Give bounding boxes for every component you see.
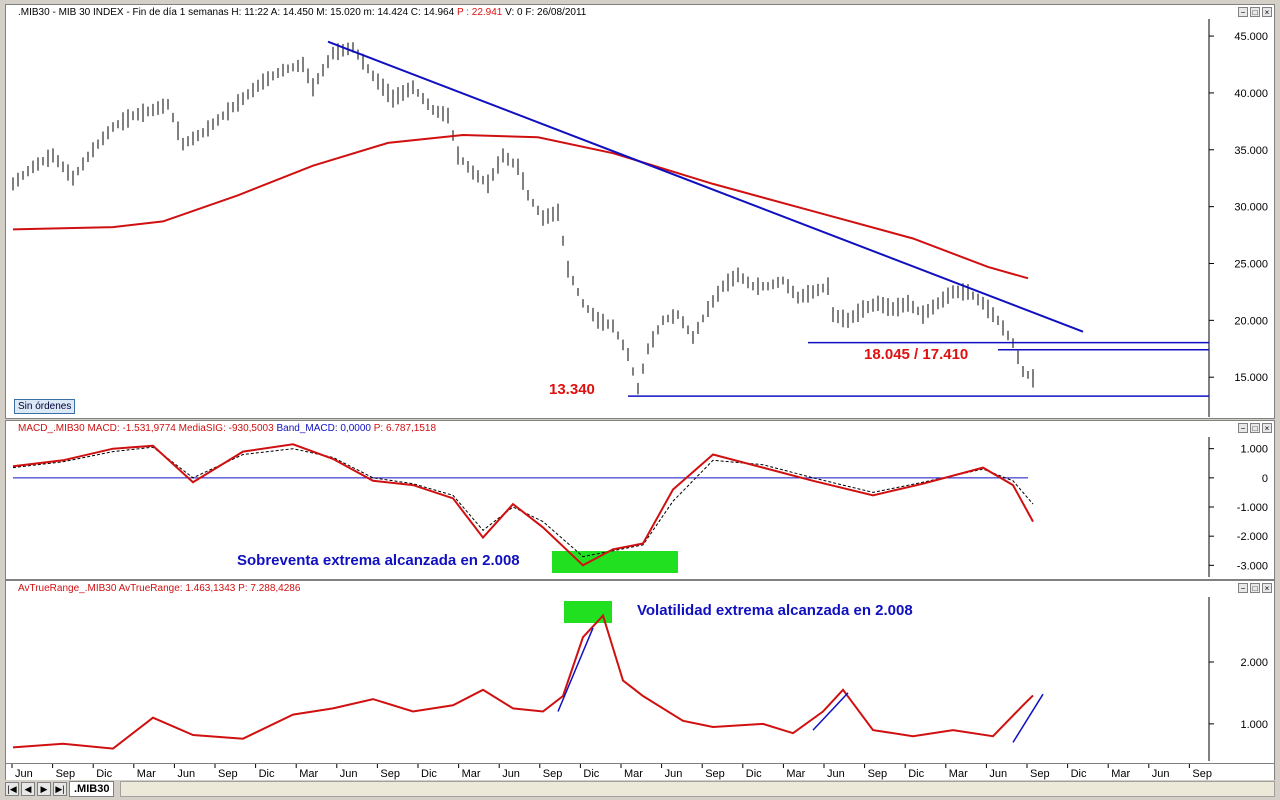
- x-tick-label: Jun: [1152, 768, 1170, 780]
- symbol-tab[interactable]: .MIB30: [69, 781, 115, 797]
- macd-chart: 1.000 0 -1.000 -2.000 -3.000 Sobreventa extre…: [12, 437, 1268, 577]
- y-tick-label: 35.000: [1234, 145, 1268, 157]
- next-page-icon[interactable]: ▶: [37, 782, 51, 796]
- y-tick-label: 25.000: [1234, 258, 1268, 270]
- x-tick-label: Sep: [1030, 768, 1050, 780]
- atr-chart: 2.000 1.000 Volatilidad extrema alcanzada …: [12, 597, 1268, 761]
- first-page-icon[interactable]: |◀: [5, 782, 19, 796]
- rising-trend-marker: [812, 692, 849, 731]
- moving-average-line: [12, 133, 1029, 280]
- x-tick-label: Dic: [1071, 768, 1087, 780]
- x-tick-label: Dic: [421, 768, 437, 780]
- x-tick-label: Mar: [299, 768, 318, 780]
- y-tick-label: 1.000: [1240, 719, 1268, 731]
- macd-title-text: MACD_.MIB30 MACD: -1.531,9774 MediaSIG: …: [18, 423, 274, 434]
- bottom-bar: |◀ ◀ ▶ ▶| .MIB30: [5, 780, 1275, 798]
- orders-button[interactable]: Sin órdenes: [14, 399, 76, 414]
- price-title-p: P : 22.941: [456, 7, 503, 18]
- y-tick-label: -1.000: [1237, 502, 1268, 514]
- price-title-text: .MIB30 - MIB 30 INDEX - Fin de día 1 sem…: [18, 7, 455, 18]
- x-tick-label: Mar: [137, 768, 156, 780]
- price-chart: 15.000 20.000 25.000 30.000 35.000 40.000 45.0…: [12, 19, 1268, 417]
- atr-line: [12, 613, 1034, 750]
- x-tick-label: Jun: [989, 768, 1007, 780]
- x-tick-label: Sep: [705, 768, 725, 780]
- macd-title-band: Band_MACD: 0,0000: [276, 423, 371, 434]
- annotation-support-high: 18.045 / 17.410: [864, 346, 968, 363]
- maximize-icon[interactable]: □: [1250, 423, 1260, 433]
- x-tick-label: Mar: [462, 768, 481, 780]
- last-page-icon[interactable]: ▶|: [53, 782, 67, 796]
- prev-page-icon[interactable]: ◀: [21, 782, 35, 796]
- atr-pane-title: AvTrueRange_.MIB30 AvTrueRange: 1.463,13…: [6, 581, 1274, 596]
- x-tick-label: Jun: [340, 768, 358, 780]
- x-tick-label: Jun: [665, 768, 683, 780]
- x-tick-label: Mar: [624, 768, 643, 780]
- price-pane-controls: − □ ×: [1238, 7, 1272, 17]
- y-tick-label: 2.000: [1240, 657, 1268, 669]
- y-tick-label: 45.000: [1234, 31, 1268, 43]
- maximize-icon[interactable]: □: [1250, 7, 1260, 17]
- x-tick-label: Sep: [543, 768, 563, 780]
- minimize-icon[interactable]: −: [1238, 423, 1248, 433]
- x-tick-label: Mar: [949, 768, 968, 780]
- x-axis: Jun Sep Dic Mar Jun Sep Dic Mar Jun Sep Dic Mar Jun S…: [5, 763, 1275, 781]
- y-tick-label: 40.000: [1234, 88, 1268, 100]
- x-tick-label: Dic: [908, 768, 924, 780]
- price-pane: .MIB30 - MIB 30 INDEX - Fin de día 1 sem…: [5, 4, 1275, 419]
- maximize-icon[interactable]: □: [1250, 583, 1260, 593]
- atr-title-text: AvTrueRange_.MIB30 AvTrueRange: 1.463,13…: [18, 583, 236, 594]
- macd-title-p: P: 6.787,1518: [373, 423, 437, 434]
- signal-line: [12, 446, 1034, 558]
- close-icon[interactable]: ×: [1262, 423, 1272, 433]
- y-tick-label: 30.000: [1234, 202, 1268, 214]
- x-tick-label: Mar: [786, 768, 805, 780]
- y-tick-label: 15.000: [1234, 372, 1268, 384]
- x-tick-label: Dic: [746, 768, 762, 780]
- x-tick-label: Dic: [583, 768, 599, 780]
- x-axis-labels: Jun Sep Dic Mar Jun Sep Dic Mar Jun Sep Dic Mar Jun S…: [11, 764, 1212, 780]
- macd-line: [12, 443, 1034, 567]
- annotation-volatility: Volatilidad extrema alcanzada en 2.008: [637, 602, 913, 619]
- annotation-support-low: 13.340: [549, 381, 595, 398]
- price-pane-title: .MIB30 - MIB 30 INDEX - Fin de día 1 sem…: [6, 5, 1274, 20]
- minimize-icon[interactable]: −: [1238, 7, 1248, 17]
- atr-pane: AvTrueRange_.MIB30 AvTrueRange: 1.463,13…: [5, 580, 1275, 764]
- macd-pane: MACD_.MIB30 MACD: -1.531,9774 MediaSIG: …: [5, 420, 1275, 580]
- horizontal-scrollbar[interactable]: [120, 781, 1275, 797]
- close-icon[interactable]: ×: [1262, 583, 1272, 593]
- minimize-icon[interactable]: −: [1238, 583, 1248, 593]
- x-tick-label: Sep: [868, 768, 888, 780]
- x-tick-label: Jun: [502, 768, 520, 780]
- rising-trend-marker: [1012, 693, 1044, 743]
- x-tick-label: Sep: [56, 768, 76, 780]
- x-tick-label: Jun: [177, 768, 195, 780]
- y-tick-label: 20.000: [1234, 315, 1268, 327]
- annotation-oversold: Sobreventa extrema alcanzada en 2.008: [237, 552, 520, 569]
- price-title-rest: V: 0 F: 26/08/2011: [505, 7, 587, 18]
- x-tick-label: Dic: [96, 768, 112, 780]
- atr-pane-controls: − □ ×: [1238, 583, 1272, 593]
- x-tick-label: Sep: [1192, 768, 1212, 780]
- macd-pane-title: MACD_.MIB30 MACD: -1.531,9774 MediaSIG: …: [6, 421, 1274, 436]
- x-tick-label: Mar: [1111, 768, 1130, 780]
- x-tick-label: Dic: [259, 768, 275, 780]
- rising-trend-marker: [557, 627, 594, 712]
- x-tick-label: Sep: [380, 768, 400, 780]
- close-icon[interactable]: ×: [1262, 7, 1272, 17]
- macd-pane-controls: − □ ×: [1238, 423, 1272, 433]
- y-tick-label: -2.000: [1237, 531, 1268, 543]
- x-tick-label: Sep: [218, 768, 238, 780]
- y-tick-label: 0: [1262, 473, 1268, 485]
- x-tick-label: Jun: [15, 768, 33, 780]
- trendline: [327, 40, 1084, 333]
- y-tick-label: -3.000: [1237, 560, 1268, 572]
- y-tick-label: 1.000: [1240, 444, 1268, 456]
- x-tick-label: Jun: [827, 768, 845, 780]
- atr-title-p: P: 7.288,4286: [238, 583, 301, 594]
